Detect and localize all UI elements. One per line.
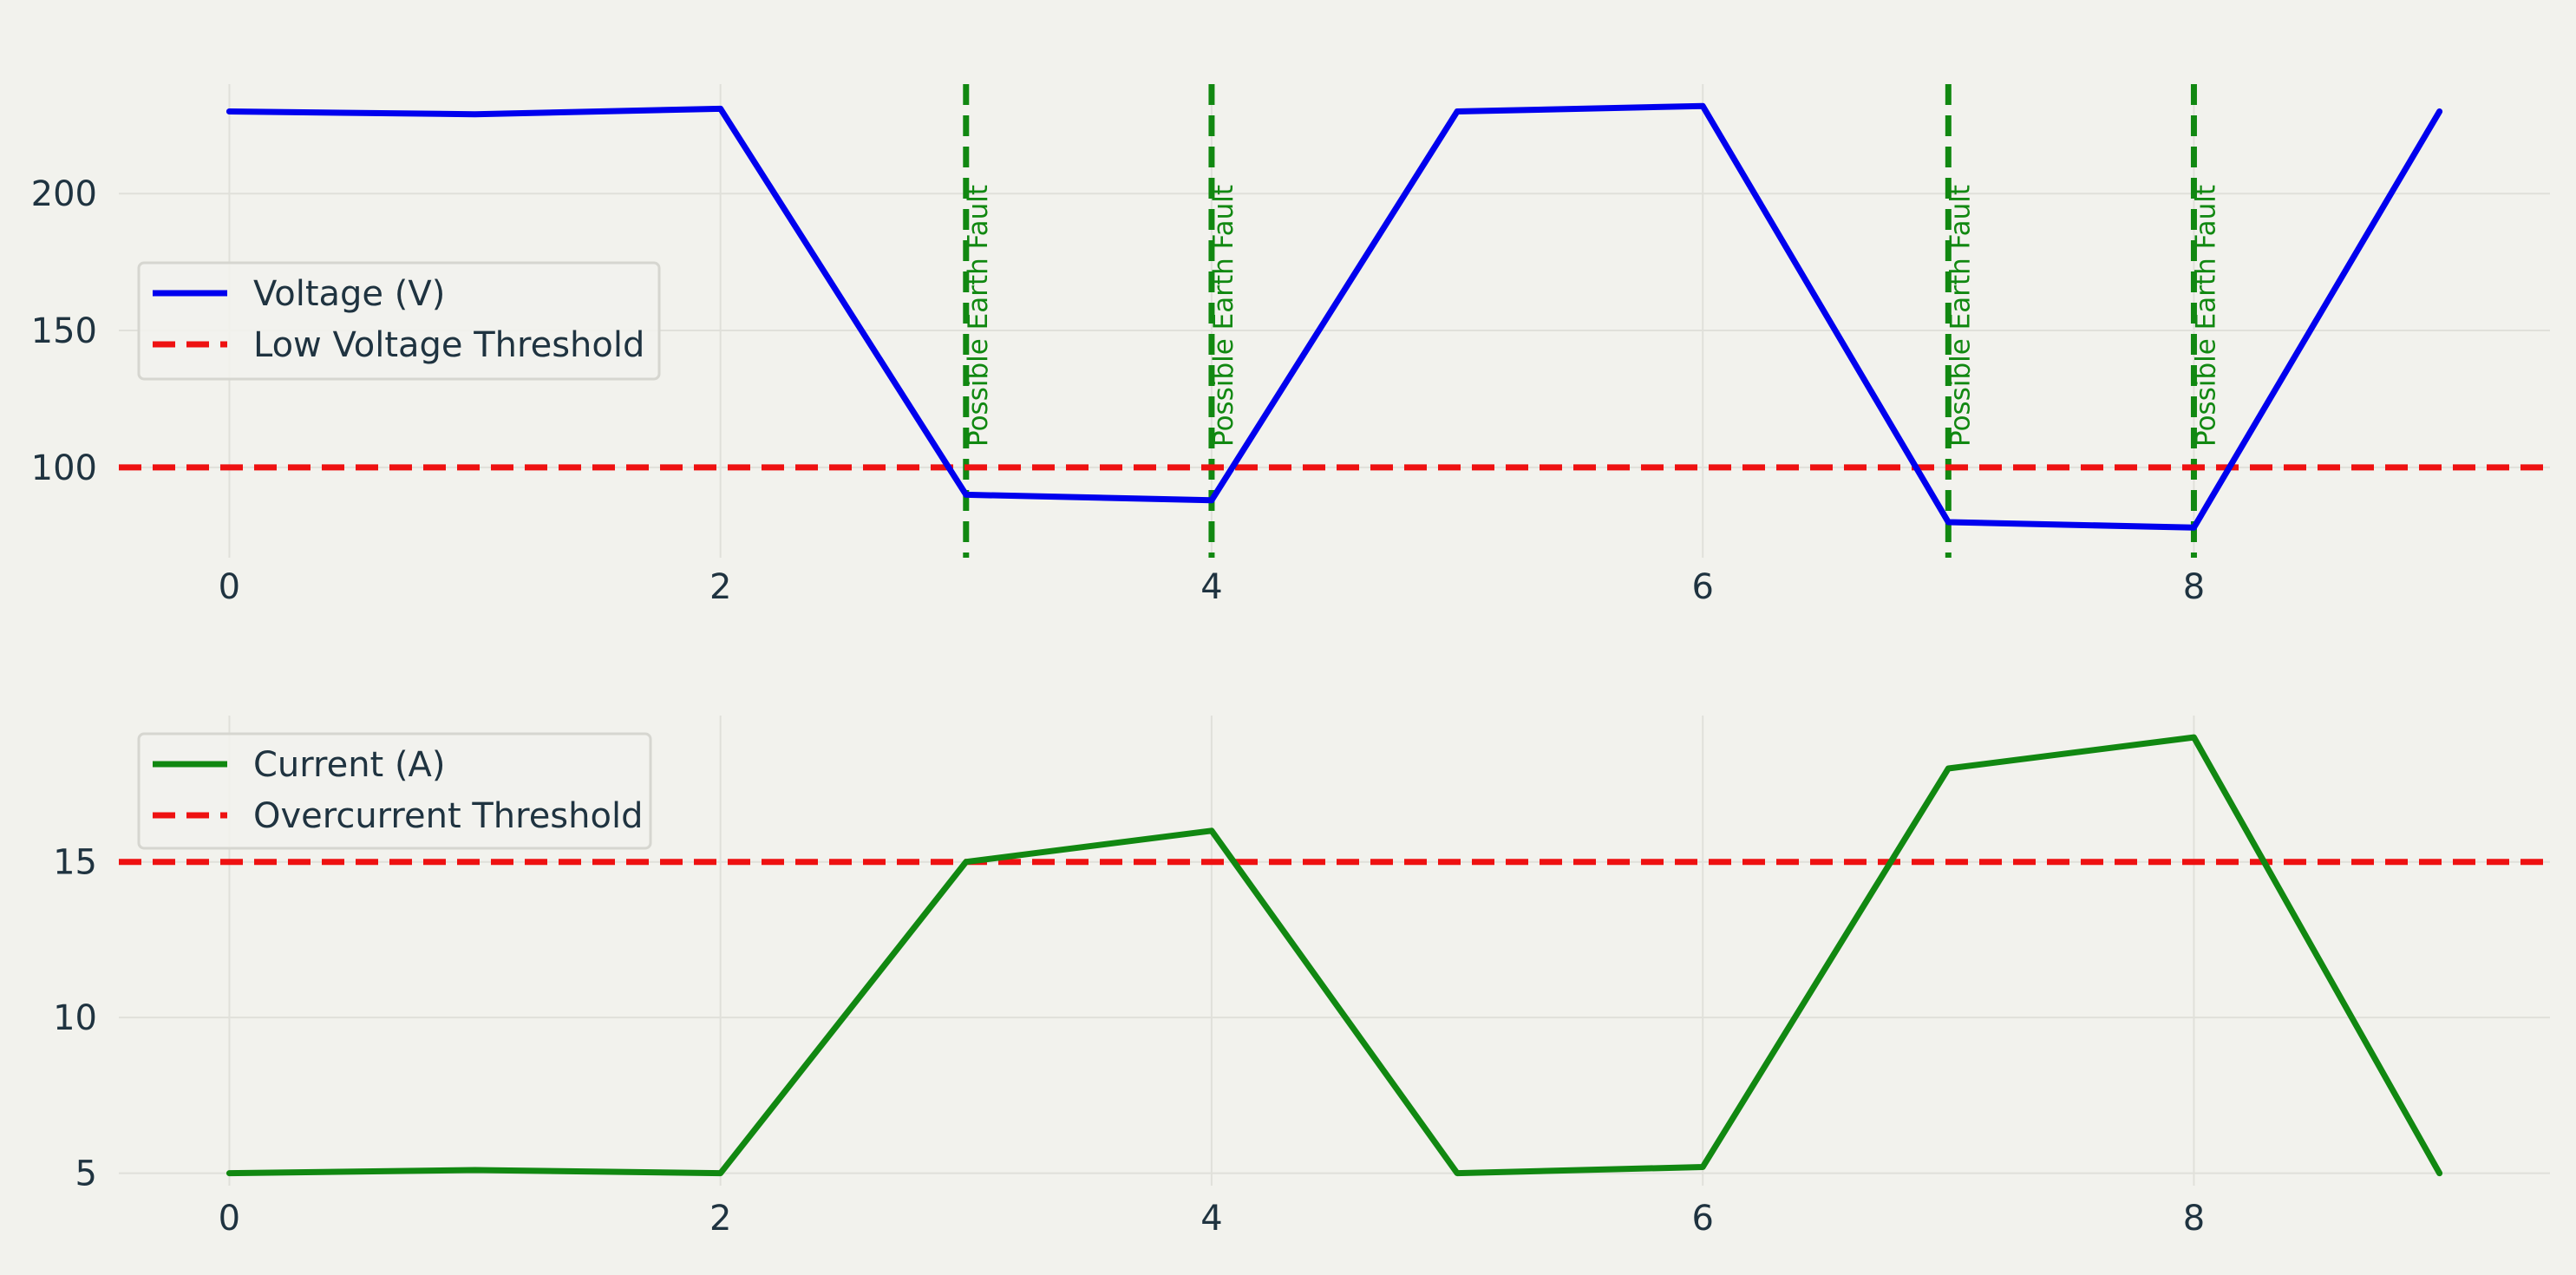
legend-box (137, 261, 661, 381)
y-tick-label: 10 (53, 998, 97, 1038)
y-tick-label: 150 (31, 311, 97, 351)
legend-label: Low Voltage Threshold (253, 325, 644, 365)
chart-panel-1: 0 2 4 6 8 100 150 200 Possible Earth Fault Possib… (31, 84, 2550, 607)
x-tick-label: 0 (219, 1199, 240, 1239)
series-line (226, 734, 2443, 1177)
fault-annotation-label: Possible Earth Fault (1208, 185, 1239, 447)
legend-label: Voltage (V) (253, 274, 445, 314)
legend-label: Current (A) (253, 745, 446, 785)
x-tick-label: 2 (709, 1199, 731, 1239)
x-tick-label: 0 (219, 567, 240, 607)
x-tick-label: 4 (1200, 1199, 1222, 1239)
y-tick-label: 15 (53, 843, 97, 883)
fault-annotation-label: Possible Earth Fault (1945, 185, 1976, 447)
y-tick-label: 100 (31, 448, 97, 488)
x-tick-label: 4 (1200, 567, 1222, 607)
series-line (226, 102, 2443, 531)
x-tick-label: 6 (1691, 1199, 1713, 1239)
x-tick-label: 6 (1691, 567, 1713, 607)
legend-box (137, 732, 652, 850)
x-tick-label: 2 (709, 567, 731, 607)
x-tick-label: 8 (2183, 1199, 2205, 1239)
x-tick-label: 8 (2183, 567, 2205, 607)
chart-panel-2: 0 2 4 6 8 5 10 15 Current (A) Overcurrent Thresho… (53, 716, 2550, 1239)
y-tick-label: 5 (75, 1154, 97, 1194)
y-tick-label: 200 (31, 174, 97, 214)
fault-annotation-label: Possible Earth Fault (2190, 185, 2221, 447)
legend-label: Overcurrent Threshold (253, 796, 643, 836)
fault-annotation-label: Possible Earth Fault (963, 185, 994, 447)
